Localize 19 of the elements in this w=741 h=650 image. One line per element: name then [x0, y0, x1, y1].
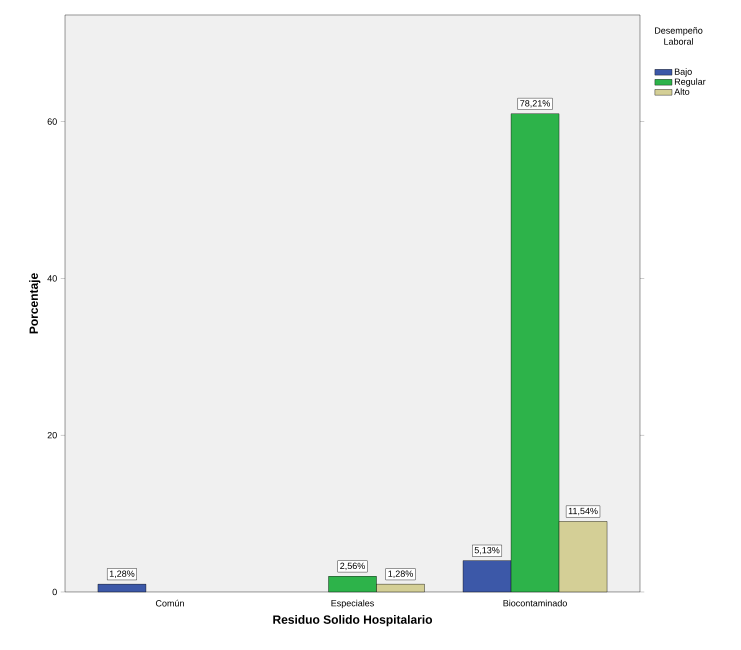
annotation: 1,28%: [110, 570, 134, 578]
x-tick-label: Especiales: [331, 600, 374, 608]
legend-label: Alto: [674, 88, 690, 95]
legend-label: Bajo: [674, 68, 692, 77]
annotation: 78,21%: [520, 100, 550, 108]
y-tick-label: 20: [48, 432, 57, 438]
annotation: 1,28%: [388, 570, 413, 578]
legend-title: Desempeño Laboral: [655, 27, 702, 45]
x-axis-title: Residuo Solido Hospitalario: [273, 615, 432, 626]
y-tick-label: 40: [47, 275, 57, 282]
x-tick-label: Biocontaminado: [504, 600, 567, 606]
annotation: 2,56%: [340, 562, 365, 570]
y-tick-label: 60: [48, 118, 57, 125]
y-axis-title: Porcentaje: [29, 273, 40, 334]
x-tick-label: Común: [156, 600, 184, 607]
y-tick-label: 0: [52, 588, 57, 596]
legend-label: Regular: [674, 78, 706, 87]
annotation: 5,13%: [474, 546, 500, 554]
annotation: 11,54%: [568, 508, 598, 516]
